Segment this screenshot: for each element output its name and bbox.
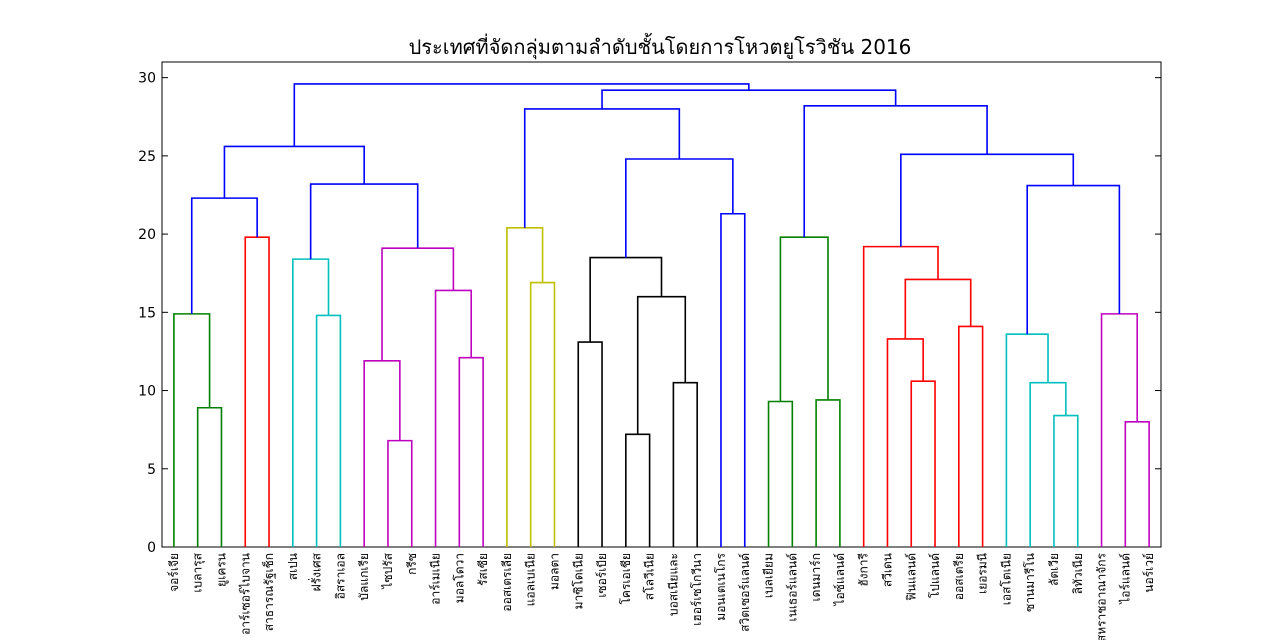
dendrogram-link <box>244 236 270 547</box>
leaf-label: ฝรั่งเศส <box>308 552 324 591</box>
dendrogram-link <box>779 236 829 402</box>
leaf-label: อิสราเอล <box>333 553 347 599</box>
leaf-label: อาร์เซอร์ไบจาน <box>238 553 252 635</box>
y-tick-label: 30 <box>138 71 156 87</box>
dendrogram-link <box>387 439 413 547</box>
chart-title: ประเทศที่จัดกลุ่มตามลำดับชั้นโดยการโหวตย… <box>409 33 912 60</box>
leaf-label: โครเอเชีย <box>619 553 633 605</box>
dendrogram-link <box>803 105 988 238</box>
leaf-label: โปแลนด์ <box>928 553 942 598</box>
dendrogram-link <box>910 380 936 547</box>
leaf-labels: จอร์เจีย เบลารุส ยูเครน อาร์เซอร์ไบจาน สาธาร… <box>167 552 1156 640</box>
leaf-label: สาธารณรัฐเช็ก <box>261 553 276 631</box>
leaf-label: สโลวีเนีย <box>643 553 657 600</box>
dendrogram-link <box>315 314 342 547</box>
leaf-label: ฮังการี <box>857 552 871 586</box>
dendrogram-link <box>904 278 972 339</box>
dendrogram-link <box>173 313 211 547</box>
leaf-label: ฟินแลนด์ <box>904 553 918 601</box>
dendrogram-link <box>767 400 794 547</box>
dendrogram-link <box>1029 381 1067 547</box>
dendrogram-link <box>862 245 939 547</box>
dendrogram-link <box>458 356 484 547</box>
y-axis: 0 5 10 15 20 25 30 <box>138 71 1161 556</box>
dendrogram-link <box>1026 184 1121 335</box>
leaf-label: แอลเบเนีย <box>524 553 538 606</box>
plot-frame <box>161 61 1162 548</box>
dendrogram-link <box>601 89 897 109</box>
dendrogram-link <box>1100 313 1139 547</box>
leaf-label: สเปน <box>286 553 300 580</box>
leaf-label: มาซิโดเนีย <box>571 553 585 609</box>
dendrogram-link <box>577 341 603 547</box>
dendrogram-link <box>529 281 556 547</box>
leaf-label: มอนเตเนโกร <box>714 552 728 620</box>
leaf-label: กรีซ <box>405 553 419 575</box>
leaf-label: ไอซ์แลนด์ <box>833 553 847 606</box>
leaf-label: นอร์เวย์ <box>1142 553 1156 593</box>
leaf-label: จอร์เจีย <box>167 553 181 592</box>
leaf-label: สวิตเซอร์แลนด์ <box>738 553 752 632</box>
leaf-label: ออสเตรีย <box>952 553 966 600</box>
dendrogram-link <box>1005 333 1049 547</box>
dendrogram-link <box>886 338 924 547</box>
leaf-label: บัลแกเรีย <box>357 553 371 601</box>
leaf-label: สหราชอาณาจักร <box>1095 552 1109 640</box>
dendrogram-link <box>625 433 651 547</box>
dendrogram-link <box>1124 421 1150 547</box>
leaf-label: ไอร์แลนด์ <box>1118 553 1132 605</box>
dendrogram-link <box>196 406 223 547</box>
dendrogram-link <box>815 399 841 547</box>
dendrogram-links <box>173 83 1150 547</box>
leaf-label: เบลารุส <box>191 552 206 592</box>
leaf-label: ลิทัวเนีย <box>1071 553 1085 594</box>
leaf-label: ซานมารีโน <box>1023 553 1037 612</box>
y-tick-label: 15 <box>138 305 156 321</box>
y-tick-label: 25 <box>138 149 156 165</box>
dendrogram-link <box>1053 414 1079 547</box>
leaf-label: เฮอร์เซโกวีนา <box>690 553 704 626</box>
leaf-label: เดนมาร์ก <box>809 553 823 601</box>
y-tick-label: 10 <box>138 384 156 400</box>
dendrogram-link <box>636 295 687 435</box>
dendrogram-link <box>589 256 663 343</box>
leaf-label: มอลตา <box>547 553 561 590</box>
dendrogram-link <box>958 325 984 547</box>
dendrogram-link <box>625 158 734 258</box>
dendrogram-link <box>293 83 750 147</box>
leaf-label: เนเธอร์แลนด์ <box>785 553 799 621</box>
leaf-label: รัสเซีย <box>476 553 490 586</box>
dendrogram-link <box>672 381 698 547</box>
leaf-label: เอสโตเนีย <box>999 553 1013 605</box>
leaf-label: ออสเตรเลีย <box>500 553 514 612</box>
leaf-label: มอลโดวา <box>452 553 466 603</box>
y-tick-label: 20 <box>138 227 156 243</box>
dendrogram-link <box>900 153 1075 247</box>
leaf-label: สวีเดน <box>880 553 894 587</box>
dendrogram-link <box>223 145 365 199</box>
dendrogram-link <box>292 258 330 547</box>
y-tick-label: 5 <box>147 462 156 478</box>
leaf-label: ไซปรัส <box>381 552 395 589</box>
y-tick-label: 0 <box>147 540 156 556</box>
dendrogram-link <box>720 212 746 547</box>
leaf-label: ยูเครน <box>214 553 229 587</box>
dendrogram-link <box>381 247 455 361</box>
dendrogram-link <box>523 108 681 228</box>
leaf-label: เยอรมนี <box>976 553 990 594</box>
leaf-label: ลัตเวีย <box>1047 553 1061 586</box>
leaf-label: เซอร์เบีย <box>595 553 609 598</box>
leaf-label: บอสเนียและ <box>666 553 680 616</box>
dendrogram-link <box>190 197 258 314</box>
leaf-label: อาร์เมเนีย <box>429 553 443 605</box>
dendrogram-link <box>506 227 544 547</box>
dendrogram-link <box>434 289 473 547</box>
leaf-label: เบลเยียม <box>762 553 776 598</box>
dendrogram-link <box>363 360 401 547</box>
